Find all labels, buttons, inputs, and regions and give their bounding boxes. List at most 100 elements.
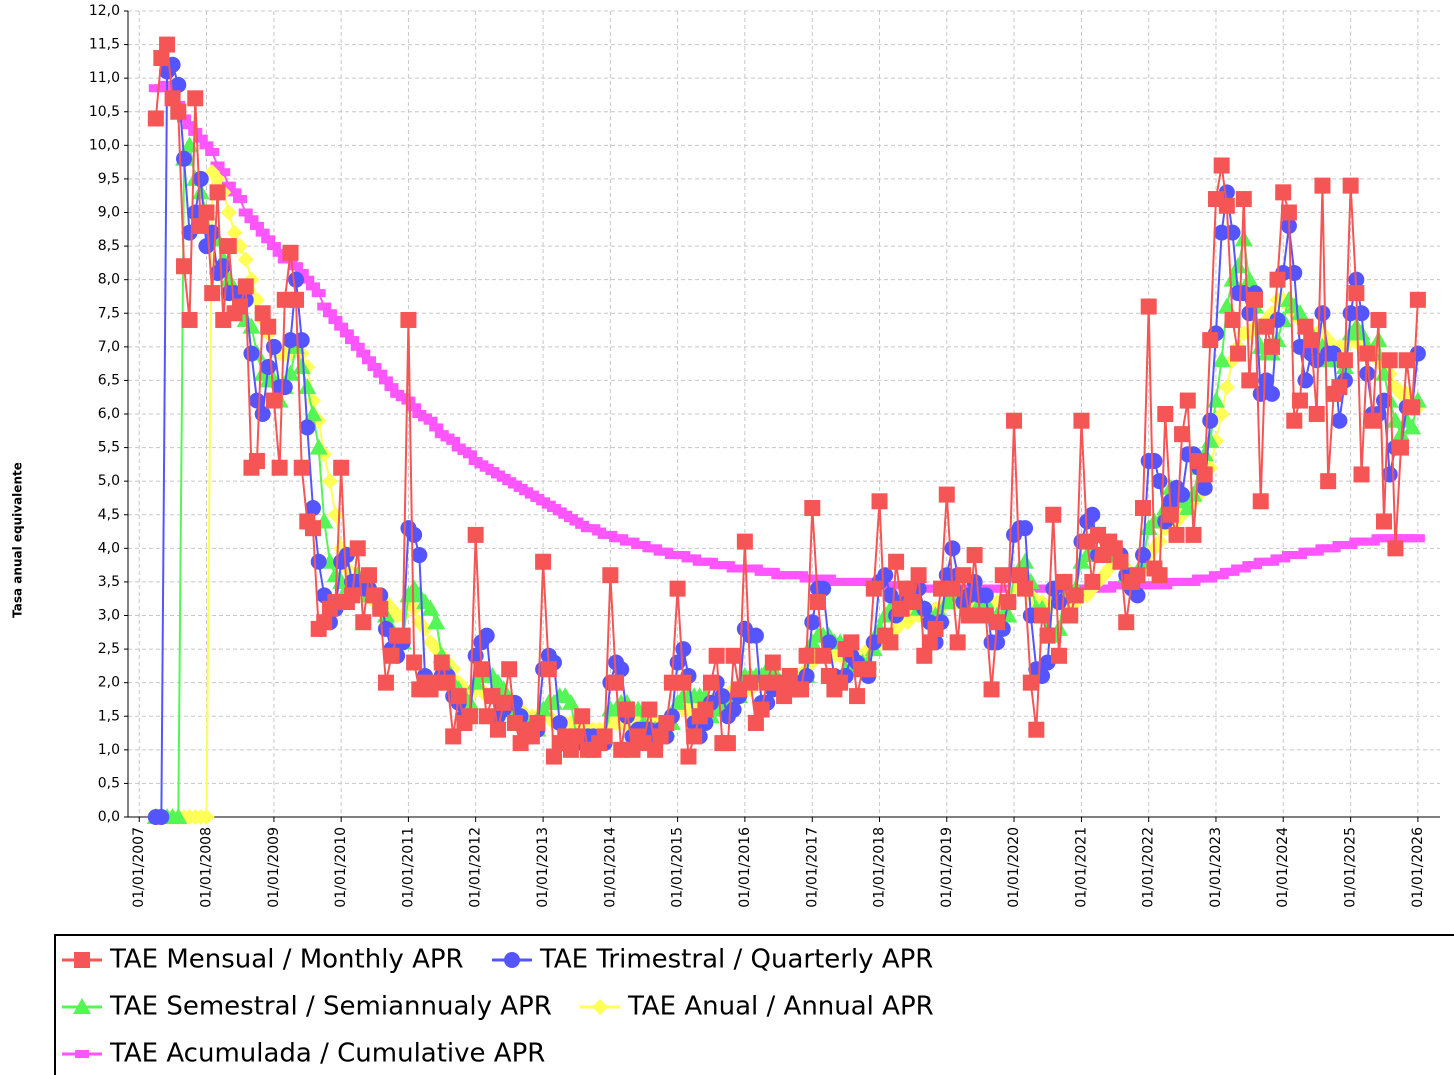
- marker: [400, 311, 417, 328]
- y-tick-label: 6,5: [98, 372, 120, 388]
- marker: [529, 714, 546, 731]
- marker: [349, 540, 366, 557]
- marker: [401, 396, 416, 405]
- marker: [561, 693, 580, 710]
- marker: [1006, 412, 1023, 429]
- marker: [899, 580, 916, 597]
- marker: [339, 329, 354, 338]
- y-tick-label: 4,0: [98, 540, 120, 556]
- marker: [433, 654, 450, 671]
- marker: [170, 103, 187, 120]
- marker: [955, 567, 972, 584]
- marker: [153, 50, 170, 67]
- marker: [192, 170, 209, 187]
- marker: [1370, 311, 1387, 328]
- y-tick-label: 3,5: [98, 574, 120, 590]
- x-tick-label: 01/01/2017: [804, 827, 820, 908]
- marker: [725, 647, 742, 664]
- marker: [1381, 352, 1398, 369]
- marker: [798, 647, 815, 664]
- x-tick-label: 01/01/2020: [1006, 827, 1022, 908]
- marker: [747, 627, 764, 644]
- marker: [882, 634, 899, 651]
- marker: [927, 620, 944, 637]
- marker: [317, 302, 332, 311]
- marker: [1375, 513, 1392, 530]
- marker: [1252, 493, 1269, 510]
- marker: [333, 459, 350, 476]
- marker: [355, 614, 372, 631]
- marker: [753, 701, 770, 718]
- marker: [233, 195, 248, 204]
- marker: [1258, 318, 1275, 335]
- marker: [675, 641, 692, 658]
- marker: [1392, 439, 1409, 456]
- marker: [1129, 567, 1146, 584]
- marker: [1297, 372, 1314, 389]
- marker: [299, 419, 316, 436]
- marker: [406, 526, 423, 543]
- marker: [384, 383, 399, 392]
- marker: [276, 379, 293, 396]
- marker: [871, 493, 888, 510]
- x-tick-label: 01/01/2018: [872, 827, 888, 908]
- marker: [535, 553, 552, 570]
- marker: [1364, 412, 1381, 429]
- marker: [602, 567, 619, 584]
- x-tick-label: 01/01/2012: [468, 827, 484, 908]
- marker: [1084, 573, 1101, 590]
- marker: [1212, 351, 1231, 368]
- legend-marker: [74, 952, 90, 968]
- marker: [921, 634, 938, 651]
- y-tick-label: 4,5: [98, 507, 120, 523]
- marker: [361, 356, 376, 365]
- marker: [1106, 540, 1123, 557]
- y-tick-label: 0,5: [98, 775, 120, 791]
- marker: [1275, 184, 1292, 201]
- marker: [311, 289, 326, 298]
- marker: [719, 735, 736, 752]
- marker: [237, 251, 254, 268]
- marker: [1291, 392, 1308, 409]
- marker: [1185, 526, 1202, 543]
- y-tick-label: 2,5: [98, 641, 120, 657]
- marker: [294, 268, 309, 277]
- marker: [652, 728, 669, 745]
- marker: [1336, 352, 1353, 369]
- x-tick-label: 01/01/2024: [1275, 827, 1291, 908]
- marker: [1206, 391, 1225, 408]
- series: [147, 56, 1426, 825]
- marker: [1218, 197, 1235, 214]
- marker: [467, 526, 484, 543]
- marker: [288, 291, 305, 308]
- marker: [989, 634, 1006, 651]
- marker: [334, 322, 349, 331]
- marker: [545, 748, 562, 765]
- marker: [1140, 298, 1157, 315]
- marker: [1191, 453, 1208, 470]
- marker: [417, 620, 434, 637]
- marker: [293, 332, 310, 349]
- marker: [377, 674, 394, 691]
- y-tick-label: 5,5: [98, 440, 120, 456]
- marker: [271, 459, 288, 476]
- x-tick-label: 01/01/2016: [737, 827, 753, 908]
- marker: [305, 282, 320, 291]
- marker: [261, 235, 276, 244]
- marker: [1146, 453, 1163, 470]
- marker: [304, 520, 321, 537]
- marker: [1016, 552, 1035, 569]
- marker: [248, 291, 265, 308]
- marker: [427, 613, 446, 630]
- marker: [219, 270, 238, 287]
- marker: [1234, 230, 1253, 247]
- marker: [356, 349, 371, 358]
- marker: [255, 228, 270, 237]
- marker: [439, 674, 456, 691]
- marker: [182, 121, 197, 130]
- marker: [1229, 257, 1248, 274]
- y-tick-label: 8,5: [98, 238, 120, 254]
- x-tick-label: 01/01/2025: [1343, 827, 1359, 908]
- marker: [289, 262, 304, 271]
